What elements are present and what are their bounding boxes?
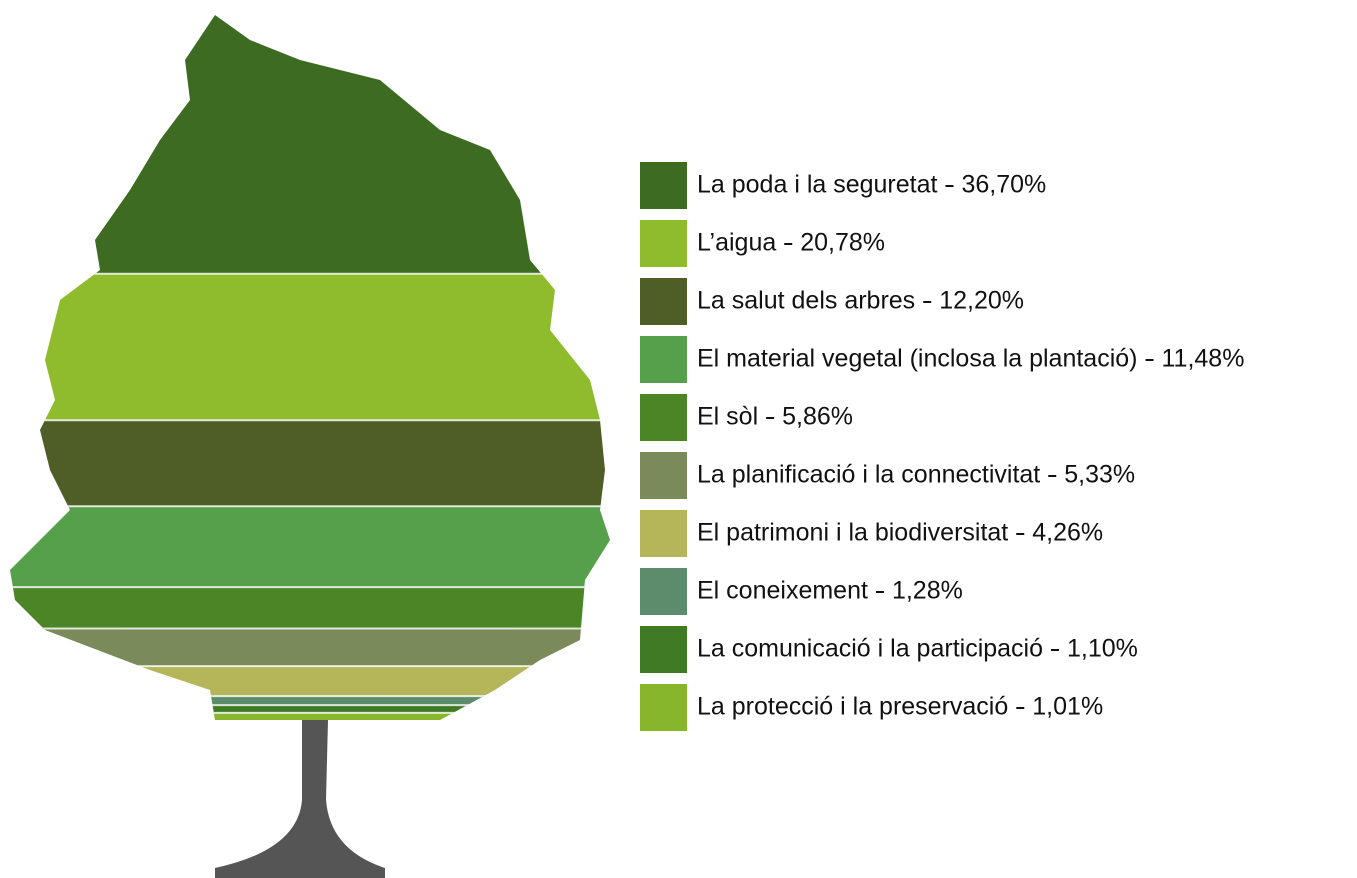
legend-value: 1,28% bbox=[892, 577, 963, 605]
band bbox=[10, 273, 610, 421]
legend-swatch bbox=[640, 510, 687, 557]
band bbox=[10, 628, 610, 667]
legend-value: 1,10% bbox=[1067, 635, 1138, 663]
legend-value: 12,20% bbox=[939, 287, 1024, 315]
band bbox=[10, 712, 610, 720]
legend-value: 4,26% bbox=[1032, 519, 1103, 547]
legend-swatch bbox=[640, 394, 687, 441]
band bbox=[10, 420, 610, 507]
band bbox=[10, 587, 610, 629]
legend-swatch bbox=[640, 336, 687, 383]
legend-value: 5,86% bbox=[782, 403, 853, 431]
legend-label: El sòl bbox=[697, 403, 758, 431]
legend-label: L’aigua bbox=[697, 229, 776, 257]
band bbox=[10, 666, 610, 697]
legend-swatch bbox=[640, 162, 687, 209]
trunk bbox=[215, 720, 385, 878]
legend-swatch bbox=[640, 278, 687, 325]
legend-swatch bbox=[640, 220, 687, 267]
band bbox=[10, 15, 610, 274]
legend-label: La salut dels arbres bbox=[697, 287, 915, 315]
legend-value: 5,33% bbox=[1064, 461, 1135, 489]
legend-swatch bbox=[640, 684, 687, 731]
legend-label: La planificació i la connectivitat bbox=[697, 461, 1040, 489]
legend-swatch bbox=[640, 568, 687, 615]
legend-value: 1,01% bbox=[1032, 693, 1103, 721]
legend-label: El coneixement bbox=[697, 577, 868, 605]
legend-label: El material vegetal (inclosa la plantaci… bbox=[697, 345, 1138, 373]
crown bbox=[10, 15, 610, 720]
legend-value: 36,70% bbox=[961, 171, 1046, 199]
legend-value: 11,48% bbox=[1162, 345, 1245, 373]
band bbox=[10, 705, 610, 713]
legend-label: La comunicació i la participació bbox=[697, 635, 1043, 663]
legend-label: La poda i la seguretat bbox=[697, 171, 938, 199]
legend-value: 20,78% bbox=[800, 229, 885, 257]
legend-label: El patrimoni i la biodiversitat bbox=[697, 519, 1008, 547]
band bbox=[10, 506, 610, 588]
band bbox=[10, 696, 610, 706]
legend-swatch bbox=[640, 452, 687, 499]
legend-label: La protecció i la preservació bbox=[697, 693, 1008, 721]
legend-swatch bbox=[640, 626, 687, 673]
